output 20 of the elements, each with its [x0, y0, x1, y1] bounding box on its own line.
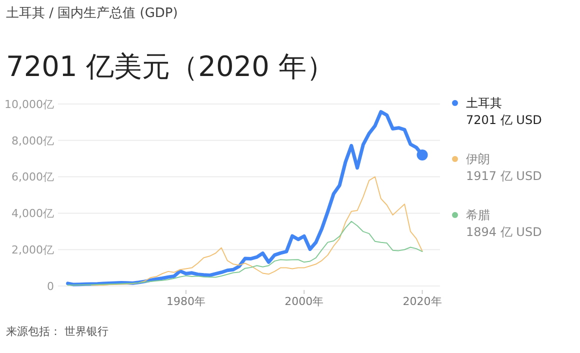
x-tick-label: 1980年 — [166, 295, 206, 308]
legend-label: 土耳其 — [466, 96, 502, 110]
legend-label: 伊朗 — [466, 152, 490, 166]
text: 1894 亿 USD — [466, 225, 542, 239]
chart-subtitle: 土耳其 / 国内生产总值 (GDP) — [6, 6, 178, 21]
y-tick-label: 2,000亿 — [12, 243, 54, 256]
y-tick-label: 0 — [47, 280, 54, 293]
line-series — [90, 176, 423, 286]
x-tick-label: 2000年 — [284, 295, 324, 308]
x-tick-label: 2020年 — [402, 295, 442, 308]
line-series — [67, 220, 423, 286]
text: 7201 亿 USD — [466, 113, 542, 127]
text: 来源包括： 世界银行 — [6, 325, 108, 338]
y-tick-label: 10,000亿 — [4, 98, 54, 111]
y-tick-label: 8,000亿 — [12, 134, 54, 148]
y-tick-label: 4,000亿 — [12, 207, 54, 220]
legend-label: 希腊 — [466, 208, 490, 222]
chart-title: 7201 亿美元（2020 年） — [6, 50, 334, 83]
text: 1917 亿 USD — [466, 169, 542, 183]
y-tick-label: 6,000亿 — [12, 170, 54, 184]
